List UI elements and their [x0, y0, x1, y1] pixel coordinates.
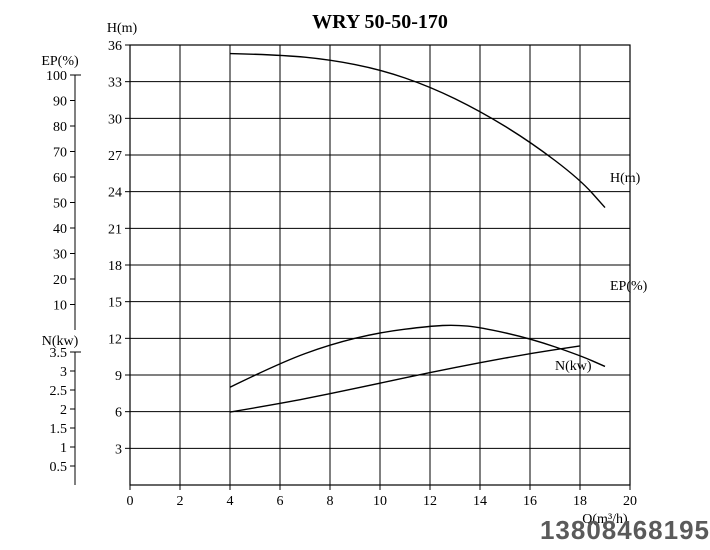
svg-text:80: 80 — [53, 120, 67, 135]
svg-text:20: 20 — [53, 273, 67, 288]
svg-text:18: 18 — [108, 259, 122, 274]
svg-text:1.5: 1.5 — [50, 422, 68, 437]
svg-text:33: 33 — [108, 76, 122, 91]
svg-text:15: 15 — [108, 296, 122, 311]
svg-text:36: 36 — [108, 39, 122, 54]
svg-text:8: 8 — [327, 494, 334, 509]
svg-text:40: 40 — [53, 222, 67, 237]
curve-label-EP_curve: EP(%) — [610, 279, 648, 294]
svg-text:30: 30 — [53, 248, 67, 263]
pump-curve-chart: WRY 50-50-17002468101214161820Q(m³/h)369… — [0, 0, 710, 550]
y-axis-label-EP: EP(%) — [41, 54, 79, 69]
svg-text:10: 10 — [373, 494, 387, 509]
x-axis-label: Q(m³/h) — [582, 512, 628, 527]
svg-text:2.5: 2.5 — [50, 384, 68, 399]
svg-text:12: 12 — [108, 332, 122, 347]
svg-text:0.5: 0.5 — [50, 460, 68, 475]
chart-title: WRY 50-50-170 — [312, 11, 448, 33]
y-axis-label-N: N(kw) — [42, 334, 79, 349]
svg-text:10: 10 — [53, 299, 67, 314]
svg-text:70: 70 — [53, 146, 67, 161]
svg-text:2: 2 — [177, 494, 184, 509]
svg-text:30: 30 — [108, 112, 122, 127]
y-axis-label-H: H(m) — [107, 21, 138, 36]
curve-label-H_curve: H(m) — [610, 171, 641, 186]
svg-text:3: 3 — [115, 442, 122, 457]
svg-text:4: 4 — [227, 494, 234, 509]
svg-text:16: 16 — [523, 494, 537, 509]
svg-text:2: 2 — [60, 403, 67, 418]
svg-text:24: 24 — [108, 186, 122, 201]
curve-label-N_curve: N(kw) — [555, 359, 592, 374]
svg-text:27: 27 — [108, 149, 122, 164]
svg-text:3: 3 — [60, 365, 67, 380]
svg-text:21: 21 — [108, 222, 122, 237]
svg-text:0: 0 — [127, 494, 134, 509]
svg-text:20: 20 — [623, 494, 637, 509]
chart-svg: WRY 50-50-17002468101214161820Q(m³/h)369… — [0, 0, 710, 550]
svg-text:14: 14 — [473, 494, 487, 509]
svg-text:90: 90 — [53, 95, 67, 110]
svg-text:12: 12 — [423, 494, 437, 509]
svg-text:100: 100 — [46, 69, 67, 84]
svg-text:50: 50 — [53, 197, 67, 212]
svg-text:60: 60 — [53, 171, 67, 186]
svg-text:9: 9 — [115, 369, 122, 384]
svg-text:6: 6 — [115, 406, 122, 421]
svg-text:1: 1 — [60, 441, 67, 456]
svg-text:6: 6 — [277, 494, 284, 509]
svg-text:18: 18 — [573, 494, 587, 509]
